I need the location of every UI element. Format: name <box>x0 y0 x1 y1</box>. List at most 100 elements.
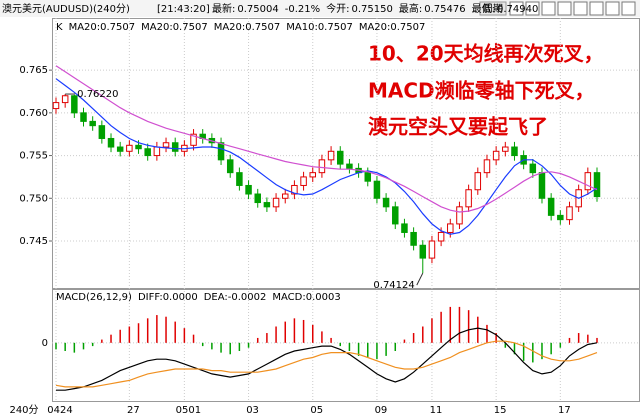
period-button[interactable] <box>479 1 507 16</box>
candle-body <box>428 240 436 259</box>
legend-entry: MA20:0.7507 <box>141 22 208 33</box>
y-tick-label: 0.765 <box>19 65 48 76</box>
field-value: 0.75476 <box>424 4 465 15</box>
icon[interactable] <box>541 1 556 16</box>
candle-body <box>281 193 289 199</box>
legend-entry: MA20:0.7507 <box>359 22 426 33</box>
x-tick-label: 17 <box>558 405 571 416</box>
candle-body <box>300 176 307 186</box>
candle-body <box>410 231 417 246</box>
x-tick-label: 27 <box>127 405 140 416</box>
x-tick-label: 03 <box>246 405 259 416</box>
candle-body <box>593 172 601 198</box>
icon[interactable] <box>605 1 620 16</box>
candle-body <box>291 184 298 195</box>
y-tick-label: 0.760 <box>19 108 48 119</box>
candle-body <box>226 159 234 174</box>
candle-body <box>254 193 261 204</box>
y-tick-label: 0.750 <box>19 193 48 204</box>
toolbar-icons <box>509 1 636 16</box>
candle-body <box>217 142 225 161</box>
candle-body <box>511 146 518 157</box>
candle-body <box>382 197 390 208</box>
candle-body <box>437 231 445 242</box>
candle-body <box>61 95 69 104</box>
candle-body <box>272 197 280 208</box>
field-label: 最低: <box>472 2 495 15</box>
header-title: 澳元美元(AUDUSD)(240分) <box>2 2 130 15</box>
candle-body <box>71 95 78 114</box>
legend-entry: MA20:0.7507 <box>214 22 281 33</box>
candle-body <box>401 223 408 233</box>
period-label: 240分 <box>9 404 38 416</box>
x-tick-label: 09 <box>375 405 388 416</box>
x-tick-label: 11 <box>430 405 443 416</box>
candle-body <box>392 206 399 225</box>
candle-body <box>236 172 243 186</box>
field-value: 0.74940 <box>497 4 538 15</box>
candle-body <box>566 206 573 221</box>
legend-entry: MACD(26,12,9) <box>56 292 132 303</box>
candle-body <box>373 180 381 199</box>
field-value: 0.75150 <box>352 4 393 15</box>
candle-body <box>483 159 491 174</box>
period-button-label[interactable]: 周期 <box>483 3 503 15</box>
legend-entry: K <box>56 22 63 33</box>
icon[interactable] <box>525 1 540 16</box>
candle-body <box>419 244 427 259</box>
candle-body <box>529 163 537 174</box>
icon[interactable] <box>621 1 636 16</box>
candle-body <box>557 214 564 221</box>
candle-body <box>89 120 96 127</box>
legend-entry: MA10:0.7507 <box>286 22 353 33</box>
legend-entry: DEA:-0.0002 <box>204 292 267 303</box>
line-series <box>55 65 598 213</box>
candle-body <box>162 142 170 148</box>
candle-body <box>337 150 344 165</box>
icon[interactable] <box>573 1 588 16</box>
field-label: 最高: <box>399 2 422 15</box>
candle-body <box>327 150 335 161</box>
price-annotation: 0.74124 <box>373 280 414 291</box>
field-value: 0.75004 <box>237 4 278 15</box>
annotation-text: 澳元空头又要起飞了 <box>368 115 548 139</box>
field-label: 最新: <box>212 2 235 15</box>
candle-body <box>318 159 326 174</box>
candle-body <box>98 125 106 139</box>
y-tick-label: 0.755 <box>19 151 48 162</box>
candle-body <box>502 146 509 152</box>
annotation-text: 10、20天均线再次死叉， <box>368 42 604 66</box>
candle-body <box>447 223 454 233</box>
candle-body <box>52 102 60 110</box>
x-tick-label: 15 <box>494 405 507 416</box>
icon[interactable] <box>589 1 604 16</box>
line-series <box>55 340 598 388</box>
legend-entry: MACD:0.0003 <box>272 292 340 303</box>
candle-body <box>465 189 472 208</box>
candle-body <box>245 184 252 195</box>
field-value: -0.21% <box>285 4 320 15</box>
candle-body <box>107 137 115 148</box>
candle-body <box>153 146 161 157</box>
candle-body <box>456 206 463 225</box>
legend-entry: DIFF:0.0000 <box>138 292 198 303</box>
x-tick-label: 05 <box>310 405 323 416</box>
candle-body <box>144 148 151 157</box>
icon[interactable] <box>509 1 524 16</box>
y-tick-label: 0 <box>42 338 48 349</box>
candle-body <box>346 163 353 169</box>
candle-body <box>474 172 482 191</box>
x-tick-label: 0424 <box>47 405 72 416</box>
candle-body <box>584 172 592 191</box>
candle-body <box>171 142 179 152</box>
candle-body <box>547 197 555 216</box>
candle-body <box>263 202 271 208</box>
line-series <box>56 327 598 391</box>
candle-body <box>135 144 142 150</box>
candle-body <box>126 144 133 152</box>
line-series <box>55 78 598 235</box>
icon[interactable] <box>557 1 572 16</box>
x-tick-label: 0501 <box>176 405 201 416</box>
annotation-leader <box>416 272 424 286</box>
